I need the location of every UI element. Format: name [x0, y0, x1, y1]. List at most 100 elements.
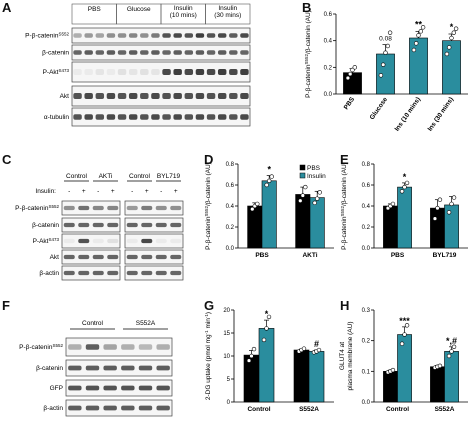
chart-h: 0.0 0.1 0.2 0.3 GLUT4 at plasma membrane (AU)… — [339, 308, 468, 413]
data-point — [255, 201, 260, 207]
blot-band — [68, 385, 82, 391]
data-point — [264, 182, 269, 188]
blot-band — [151, 50, 160, 55]
blot-band — [217, 69, 227, 75]
legend-label: Insulin — [307, 173, 326, 180]
blot-band — [240, 50, 249, 55]
blot-strip — [61, 249, 121, 265]
y-tick-label: 0.8 — [226, 162, 235, 168]
blot-band — [170, 254, 182, 260]
blot-band — [151, 114, 160, 120]
blot-band — [73, 114, 82, 120]
blot-band — [68, 405, 82, 411]
group-label: Control — [129, 173, 151, 180]
blot-band — [240, 114, 249, 120]
blot-band — [240, 93, 249, 99]
bar — [243, 354, 260, 403]
x-tick-label: PBS — [343, 96, 357, 112]
data-point — [249, 353, 254, 359]
data-point — [261, 337, 267, 343]
blot-band — [85, 344, 100, 350]
x-tick-label: Control — [247, 406, 270, 413]
blot-band — [141, 238, 153, 244]
bar — [442, 40, 461, 95]
blot-band — [68, 365, 82, 371]
blot-band — [206, 69, 216, 75]
blot-band — [128, 93, 138, 99]
blot-band — [103, 405, 117, 411]
data-point — [298, 198, 303, 203]
significance-mark: * — [403, 172, 407, 182]
blot-band — [195, 33, 205, 38]
y-tick-label: 0.6 — [324, 12, 333, 18]
blot-band — [84, 69, 93, 75]
data-point — [264, 326, 269, 331]
blot-band — [117, 114, 127, 120]
blot-band — [140, 93, 149, 99]
blot-band — [162, 33, 171, 38]
bar — [261, 180, 277, 249]
blot-band — [73, 33, 82, 38]
blot-band — [156, 385, 170, 391]
blot-band — [173, 33, 182, 38]
blot-strip — [71, 27, 251, 44]
blot-band — [85, 365, 100, 371]
x-tick-label: PBS — [391, 252, 405, 259]
y-tick-label: 0.8 — [362, 162, 371, 168]
blot-band — [170, 270, 182, 276]
blot-band — [92, 270, 104, 276]
significance-mark: # — [314, 339, 319, 349]
blot-band — [126, 238, 138, 244]
blot-band — [229, 93, 238, 99]
data-point — [416, 33, 421, 38]
panel-letter-d: D — [204, 152, 214, 167]
blot-a: PBS Glucose Insulin(10 mins)Insulin(30 min… — [25, 3, 251, 127]
panel-letter-c: C — [2, 152, 12, 167]
blot-band — [106, 114, 116, 120]
bar — [397, 334, 412, 403]
blot-row-label: P-AktS473 — [43, 68, 70, 77]
blot-band — [141, 254, 153, 260]
blot-band — [63, 222, 75, 228]
data-point — [385, 43, 391, 49]
y-tick-label: 20 — [223, 308, 230, 314]
blot-band — [206, 50, 216, 55]
blot-strip — [61, 233, 121, 249]
blot-band — [155, 238, 167, 244]
group-label: Control — [82, 320, 104, 327]
data-point — [449, 201, 454, 207]
bar — [293, 349, 310, 403]
data-point — [437, 197, 443, 202]
y-tick-label: 0.6 — [226, 183, 235, 189]
data-point — [303, 184, 308, 190]
insulin-sign: + — [145, 188, 149, 195]
blot-band — [173, 93, 182, 99]
insulin-sign: + — [82, 188, 86, 195]
blot-row-label: β-actin — [39, 270, 59, 277]
blot-band — [84, 50, 93, 55]
blot-band — [170, 222, 182, 228]
blot-band — [78, 222, 90, 228]
blot-strip — [124, 233, 184, 249]
blot-band — [170, 238, 182, 244]
blot-band — [170, 205, 182, 211]
blot-band — [63, 205, 75, 211]
bar — [444, 204, 459, 249]
group-header-box — [205, 3, 251, 25]
blot-band — [121, 405, 135, 411]
data-point — [451, 344, 457, 349]
group-label: Glucose — [127, 6, 151, 13]
insulin-sign: + — [111, 188, 115, 195]
blot-band — [95, 69, 105, 75]
data-point — [390, 367, 396, 373]
blot-band — [155, 222, 167, 228]
y-tick-label: 0.4 — [362, 204, 371, 210]
blot-band — [78, 205, 90, 211]
blot-band — [141, 222, 153, 228]
blot-band — [78, 270, 90, 276]
data-point — [390, 201, 396, 207]
blot-band — [184, 93, 194, 99]
group-label: BYL719 — [157, 173, 181, 180]
blot-row-label: P-β-cateninS552 — [15, 204, 59, 213]
data-point — [266, 178, 272, 183]
